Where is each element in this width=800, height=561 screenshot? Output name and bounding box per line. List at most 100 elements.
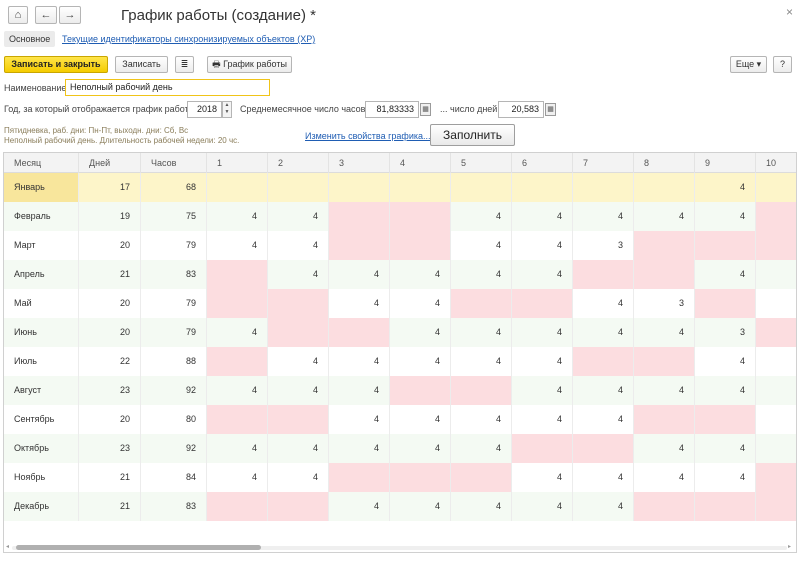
month-cell[interactable]: Октябрь	[4, 434, 79, 463]
month-cell[interactable]: Март	[4, 231, 79, 260]
days-cell[interactable]: 20	[79, 289, 141, 318]
day-cell[interactable]: 4	[390, 405, 451, 434]
day-cell[interactable]: 4	[695, 260, 756, 289]
schedule-table[interactable]: Месяц Дней Часов 1 2 3 4 5 6 7 8 9 10 Январь 17 68 4 Фев…	[3, 152, 797, 553]
days-cell[interactable]: 23	[79, 434, 141, 463]
day-cell[interactable]	[207, 405, 268, 434]
day-cell[interactable]: 4	[573, 463, 634, 492]
day-cell[interactable]: 4	[512, 260, 573, 289]
month-cell[interactable]: Май	[4, 289, 79, 318]
month-cell[interactable]: Февраль	[4, 202, 79, 231]
day-cell[interactable]	[695, 231, 756, 260]
hours-cell[interactable]: 79	[141, 318, 207, 347]
day-cell[interactable]: 4	[329, 376, 390, 405]
day-cell[interactable]: 4	[573, 289, 634, 318]
day-cell[interactable]: 4	[451, 405, 512, 434]
day-cell[interactable]	[268, 492, 329, 521]
column-header[interactable]: 9	[695, 153, 756, 173]
days-cell[interactable]: 22	[79, 347, 141, 376]
day-cell[interactable]: 4	[329, 289, 390, 318]
day-cell[interactable]	[695, 492, 756, 521]
day-cell[interactable]	[634, 405, 695, 434]
day-cell[interactable]	[329, 231, 390, 260]
days-cell[interactable]: 20	[79, 231, 141, 260]
day-cell[interactable]: 4	[207, 376, 268, 405]
day-cell[interactable]: 4	[390, 289, 451, 318]
hours-cell[interactable]: 80	[141, 405, 207, 434]
day-cell[interactable]	[695, 405, 756, 434]
day-cell[interactable]	[756, 231, 796, 260]
day-cell[interactable]	[390, 173, 451, 202]
column-header[interactable]: 5	[451, 153, 512, 173]
day-cell[interactable]	[207, 260, 268, 289]
day-cell[interactable]	[207, 289, 268, 318]
day-cell[interactable]	[756, 289, 796, 318]
day-cell[interactable]: 4	[207, 202, 268, 231]
day-cell[interactable]: 4	[512, 347, 573, 376]
days-cell[interactable]: 21	[79, 463, 141, 492]
month-cell[interactable]: Август	[4, 376, 79, 405]
day-cell[interactable]	[390, 231, 451, 260]
column-header[interactable]: 3	[329, 153, 390, 173]
day-cell[interactable]: 4	[573, 376, 634, 405]
day-cell[interactable]: 3	[573, 231, 634, 260]
day-cell[interactable]	[329, 463, 390, 492]
day-cell[interactable]	[268, 405, 329, 434]
day-cell[interactable]: 4	[695, 173, 756, 202]
close-icon[interactable]: ×	[786, 5, 794, 19]
day-cell[interactable]: 4	[451, 260, 512, 289]
scroll-left-icon[interactable]: ◂	[6, 544, 10, 550]
day-cell[interactable]	[573, 434, 634, 463]
day-cell[interactable]: 4	[268, 347, 329, 376]
day-cell[interactable]: 4	[268, 376, 329, 405]
day-cell[interactable]: 4	[329, 260, 390, 289]
month-cell[interactable]: Декабрь	[4, 492, 79, 521]
day-cell[interactable]	[573, 347, 634, 376]
days-cell[interactable]: 17	[79, 173, 141, 202]
column-header[interactable]: 7	[573, 153, 634, 173]
day-cell[interactable]: 4	[634, 376, 695, 405]
day-cell[interactable]: 4	[268, 260, 329, 289]
table-row[interactable]: Январь 17 68 4	[4, 173, 796, 202]
day-cell[interactable]	[695, 289, 756, 318]
horizontal-scrollbar[interactable]: ◂ ▸	[4, 542, 796, 552]
day-cell[interactable]: 4	[390, 260, 451, 289]
day-cell[interactable]: 4	[573, 202, 634, 231]
day-cell[interactable]	[756, 260, 796, 289]
days-cell[interactable]: 21	[79, 260, 141, 289]
day-cell[interactable]: 4	[512, 405, 573, 434]
day-cell[interactable]: 4	[390, 318, 451, 347]
month-cell[interactable]: Апрель	[4, 260, 79, 289]
day-cell[interactable]	[451, 463, 512, 492]
table-row[interactable]: Май 20 79 4 4 4 3	[4, 289, 796, 318]
month-cell[interactable]: Ноябрь	[4, 463, 79, 492]
day-cell[interactable]: 4	[512, 318, 573, 347]
day-cell[interactable]: 4	[573, 492, 634, 521]
hours-cell[interactable]: 88	[141, 347, 207, 376]
column-header[interactable]: 1	[207, 153, 268, 173]
day-cell[interactable]	[512, 434, 573, 463]
column-header[interactable]: 10	[756, 153, 796, 173]
column-header[interactable]: 6	[512, 153, 573, 173]
day-cell[interactable]	[634, 173, 695, 202]
scroll-thumb[interactable]	[16, 545, 261, 550]
hours-cell[interactable]: 79	[141, 231, 207, 260]
day-cell[interactable]	[207, 173, 268, 202]
day-cell[interactable]: 4	[512, 376, 573, 405]
day-cell[interactable]: 4	[695, 347, 756, 376]
day-cell[interactable]: 4	[268, 434, 329, 463]
day-cell[interactable]	[512, 173, 573, 202]
day-cell[interactable]: 4	[329, 492, 390, 521]
day-cell[interactable]	[451, 289, 512, 318]
hours-cell[interactable]: 83	[141, 492, 207, 521]
days-cell[interactable]: 19	[79, 202, 141, 231]
day-cell[interactable]: 4	[634, 318, 695, 347]
hours-cell[interactable]: 79	[141, 289, 207, 318]
day-cell[interactable]: 4	[573, 318, 634, 347]
day-cell[interactable]: 4	[268, 231, 329, 260]
day-cell[interactable]: 4	[268, 202, 329, 231]
column-header[interactable]: 8	[634, 153, 695, 173]
list-icon[interactable]: ≣	[175, 56, 194, 73]
day-cell[interactable]: 4	[207, 463, 268, 492]
day-cell[interactable]	[573, 173, 634, 202]
